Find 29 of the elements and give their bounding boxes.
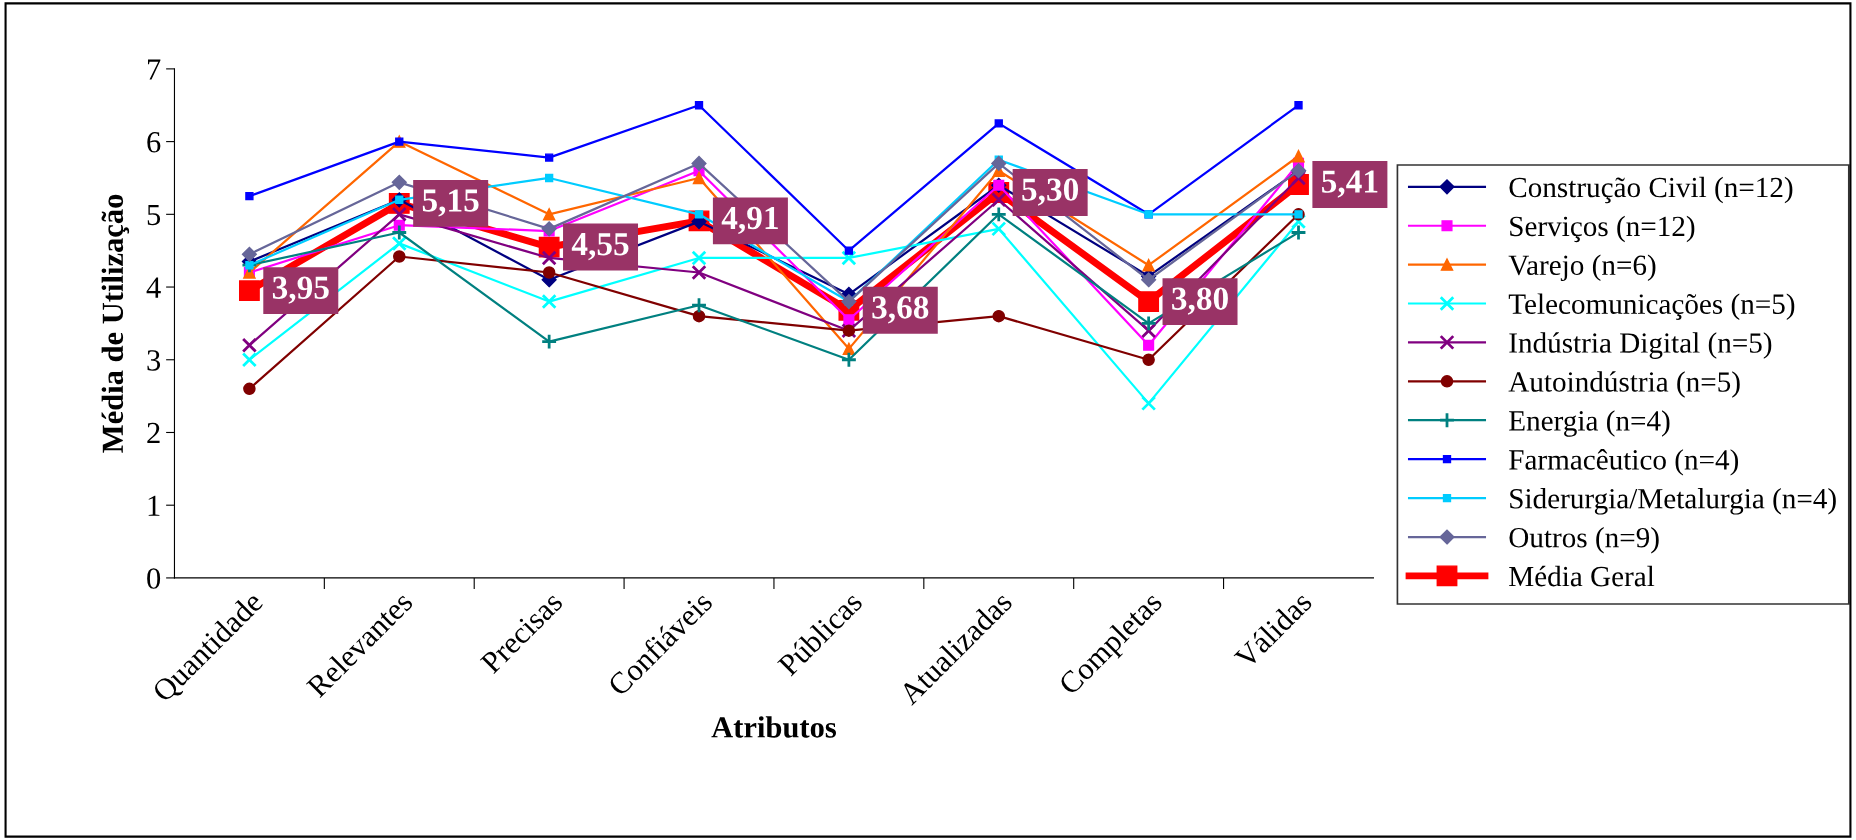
legend-label: Farmacêutico (n=4) <box>1509 449 1739 476</box>
y-axis-title: Média de Utilização <box>101 194 130 453</box>
legend-label: Autoindústria (n=5) <box>1508 371 1740 398</box>
y-tick-label: 1 <box>148 495 160 516</box>
data-label: 3,80 <box>1172 287 1228 315</box>
data-label: 4,91 <box>721 206 778 235</box>
data-label: 3,95 <box>272 276 329 304</box>
legend-label: Serviços (n=12) <box>1510 215 1695 243</box>
y-tick-label: 6 <box>147 131 161 153</box>
legend-label: Outros (n=9) <box>1509 526 1659 554</box>
legend-label: Construção Civil (n=12) <box>1509 176 1793 204</box>
x-axis-title: Atributos <box>711 716 837 738</box>
y-tick-label: 2 <box>147 422 160 444</box>
data-label: 4,55 <box>571 233 629 261</box>
legend-label: Siderurgia/Metalurgia (n=4) <box>1510 488 1836 515</box>
data-label: 5,41 <box>1322 170 1378 198</box>
y-tick-label: 4 <box>146 277 161 298</box>
y-tick-label: 0 <box>147 568 161 589</box>
y-tick-label: 7 <box>148 59 161 80</box>
y-tick-label: 3 <box>147 350 161 371</box>
legend-label: Varejo (n=6) <box>1508 254 1656 282</box>
legend-label: Média Geral <box>1509 565 1655 587</box>
legend-label: Indústria Digital (n=5) <box>1509 332 1772 359</box>
data-label: 5,15 <box>422 189 479 217</box>
data-label: 3,68 <box>872 296 929 324</box>
legend-label: Telecomunicações (n=5) <box>1508 293 1795 320</box>
legend-label: Energia (n=4) <box>1509 410 1670 437</box>
y-tick-label: 5 <box>147 204 161 226</box>
data-label: 5,30 <box>1022 178 1079 206</box>
